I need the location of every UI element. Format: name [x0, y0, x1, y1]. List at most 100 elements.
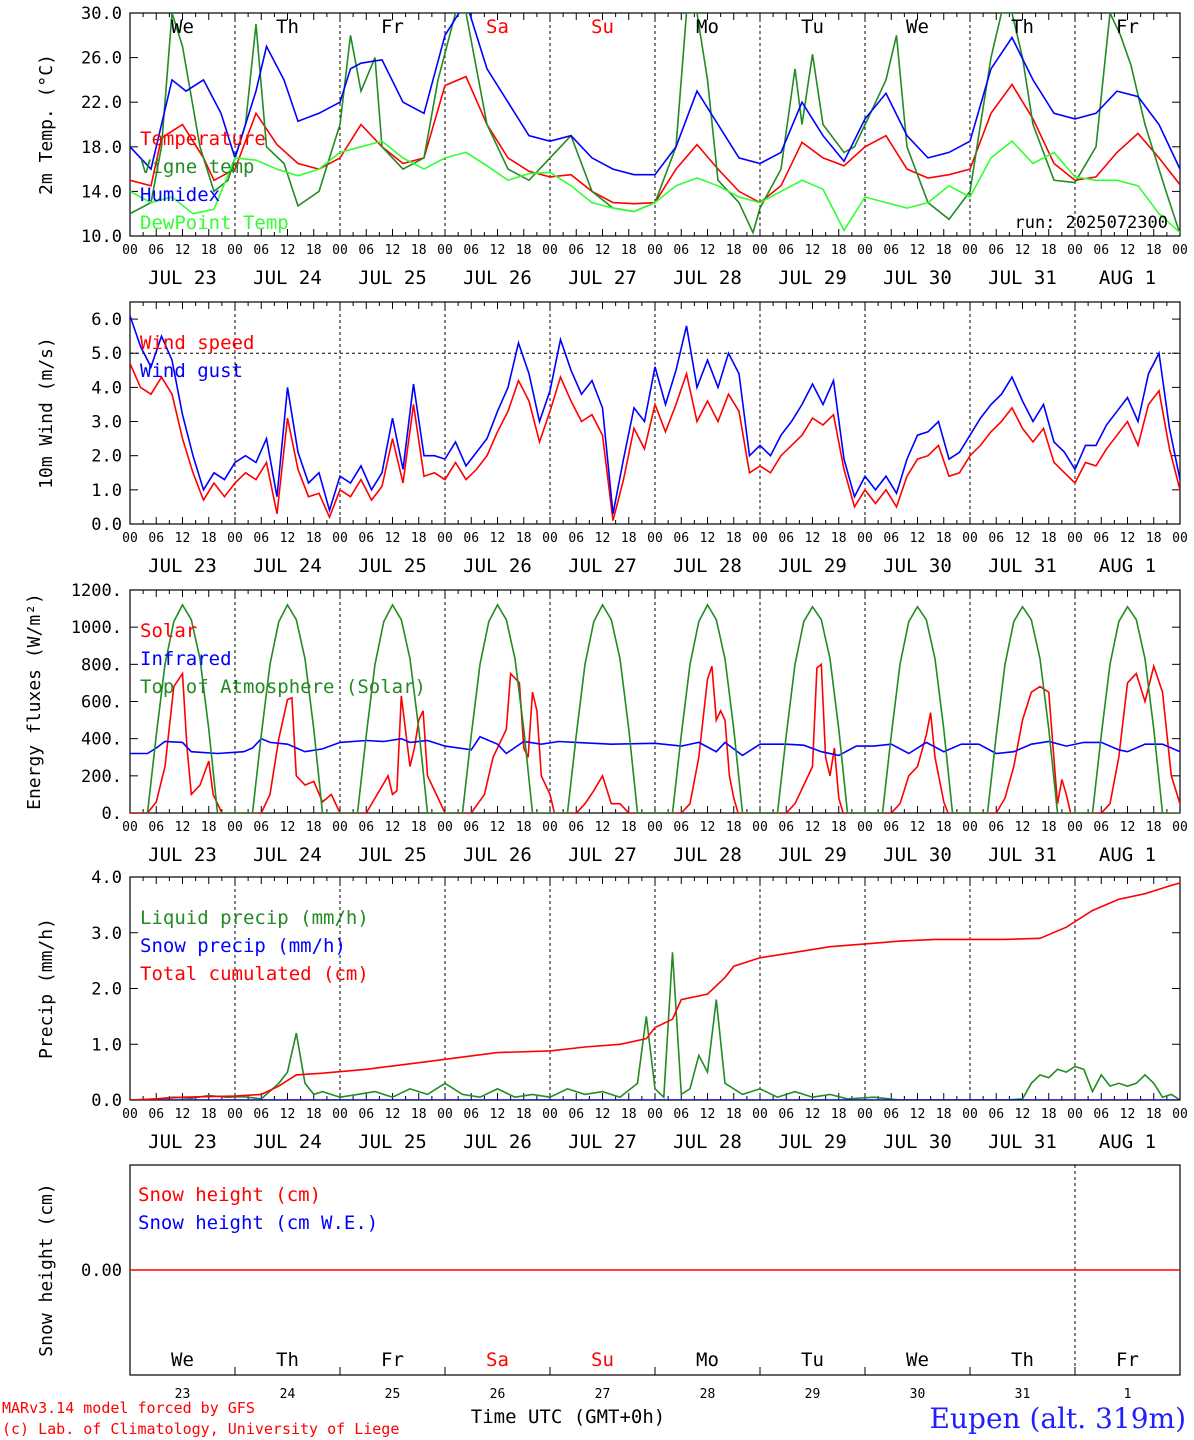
date-label: JUL 27: [568, 844, 637, 866]
series-line-wind-gust: [130, 315, 1180, 514]
hour-label: 18: [411, 1107, 427, 1122]
hour-label: 18: [831, 820, 847, 835]
date-label: JUL 31: [988, 844, 1057, 866]
date-label: AUG 1: [1099, 267, 1156, 289]
hour-label: 12: [595, 243, 611, 258]
hour-label: 12: [280, 1107, 296, 1122]
day-number-label: 25: [385, 1387, 401, 1402]
date-label: JUL 25: [358, 267, 427, 289]
hour-label: 00: [962, 1107, 978, 1122]
y-tick-label: 30.0: [81, 4, 122, 24]
hour-label: 00: [332, 243, 348, 258]
hour-label: 12: [1120, 531, 1136, 546]
date-label: JUL 31: [988, 267, 1057, 289]
hour-label: 12: [910, 820, 926, 835]
hour-label: 06: [358, 531, 374, 546]
hour-label: 00: [857, 243, 873, 258]
day-of-week-label: We: [171, 16, 194, 38]
y-tick-label: 0.: [102, 804, 122, 824]
hour-label: 12: [1120, 1107, 1136, 1122]
y-axis-label: Precip (mm/h): [36, 918, 57, 1059]
day-number-label: 27: [595, 1387, 611, 1402]
date-label: JUL 23: [148, 844, 217, 866]
date-label: JUL 24: [253, 844, 322, 866]
date-label: JUL 24: [253, 1131, 322, 1153]
hour-label: 18: [1146, 1107, 1162, 1122]
hour-label: 12: [280, 531, 296, 546]
hour-label: 18: [306, 243, 322, 258]
legend-entry: Temperature: [140, 128, 266, 150]
date-label: JUL 24: [253, 267, 322, 289]
day-number-label: 31: [1015, 1387, 1031, 1402]
hour-label: 00: [1172, 1107, 1188, 1122]
date-label: JUL 28: [673, 844, 742, 866]
y-tick-label: 1200.: [71, 581, 122, 601]
y-tick-label: 6.0: [91, 310, 122, 330]
y-tick-label: 2.0: [91, 980, 122, 1000]
y-tick-label: 0.00: [81, 1261, 122, 1281]
series-line-humidex: [130, 13, 1180, 176]
series-line-dewpoint-temp: [130, 140, 1180, 234]
hour-label: 12: [1015, 1107, 1031, 1122]
series-line-vigne-temp: [130, 13, 1180, 235]
hour-label: 00: [122, 820, 138, 835]
hour-label: 00: [332, 820, 348, 835]
y-tick-label: 0.0: [91, 515, 122, 535]
day-of-week-label: Th: [1011, 1349, 1034, 1371]
hour-label: 06: [778, 243, 794, 258]
panel-precip: 00 06 12 18 00 06 12 18 00 06 12 18 00 06 12 18 00 06 12 18…: [36, 868, 1188, 1153]
hour-label: 00: [542, 1107, 558, 1122]
series-line-total-cumulated-cm-: [130, 882, 1180, 1100]
date-label: JUL 30: [883, 555, 952, 577]
hour-label: 18: [201, 820, 217, 835]
day-of-week-label: We: [171, 1349, 194, 1371]
series-line-solar: [130, 662, 1180, 813]
y-tick-label: 5.0: [91, 344, 122, 364]
hour-label: 12: [280, 243, 296, 258]
series-line-infrared: [130, 735, 1180, 757]
hour-label: 06: [1093, 531, 1109, 546]
hour-label: 06: [568, 1107, 584, 1122]
y-tick-label: 10.0: [81, 227, 122, 247]
hour-label: 12: [1015, 531, 1031, 546]
hour-label: 12: [1120, 243, 1136, 258]
hour-label: 06: [568, 243, 584, 258]
hour-label: 18: [1041, 820, 1057, 835]
day-of-week-label: Sa: [486, 1349, 509, 1371]
date-label: AUG 1: [1099, 555, 1156, 577]
hour-label: 06: [673, 820, 689, 835]
legend-entry: DewPoint Temp: [140, 212, 289, 234]
hour-label: 18: [936, 243, 952, 258]
day-number-label: 29: [805, 1387, 821, 1402]
hour-label: 00: [857, 531, 873, 546]
date-label: JUL 27: [568, 555, 637, 577]
date-label: JUL 25: [358, 1131, 427, 1153]
hour-label: 06: [1093, 820, 1109, 835]
hour-label: 18: [936, 820, 952, 835]
hour-label: 06: [463, 820, 479, 835]
date-label: JUL 28: [673, 267, 742, 289]
hour-label: 18: [306, 1107, 322, 1122]
date-label: JUL 26: [463, 267, 532, 289]
y-axis-label: Snow height (cm): [36, 1183, 57, 1356]
legend-entry: Vigne temp: [140, 156, 254, 178]
date-label: JUL 23: [148, 267, 217, 289]
hour-label: 12: [910, 1107, 926, 1122]
hour-label: 06: [463, 243, 479, 258]
hour-label: 06: [988, 820, 1004, 835]
date-label: JUL 26: [463, 555, 532, 577]
hour-label: 18: [621, 243, 637, 258]
hour-label: 18: [306, 531, 322, 546]
hour-label: 12: [175, 243, 191, 258]
hour-label: 06: [883, 820, 899, 835]
hour-label: 12: [595, 1107, 611, 1122]
y-tick-label: 400.: [81, 730, 122, 750]
hour-label: 12: [805, 820, 821, 835]
hour-label: 06: [883, 531, 899, 546]
legend-entry: Solar: [140, 620, 197, 642]
date-label: JUL 24: [253, 555, 322, 577]
date-label: JUL 23: [148, 1131, 217, 1153]
hour-label: 12: [805, 1107, 821, 1122]
hour-label: 12: [700, 531, 716, 546]
date-label: JUL 25: [358, 555, 427, 577]
